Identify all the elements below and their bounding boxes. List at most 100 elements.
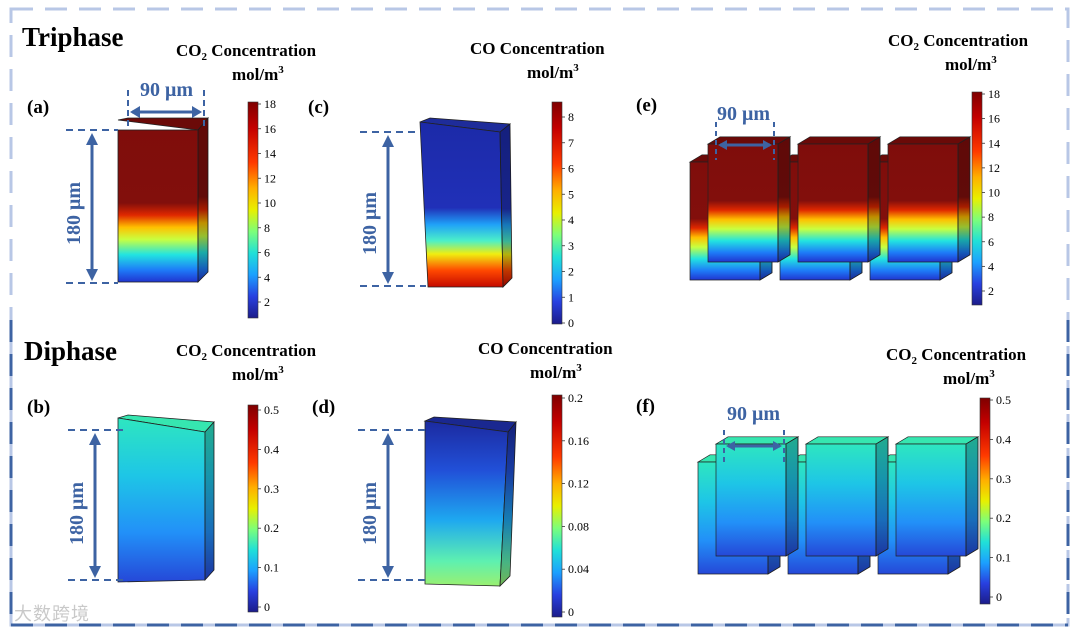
colorbar-tick-label: 18 — [264, 97, 276, 111]
colorbar-tick-label: 10 — [264, 196, 276, 210]
colorbar-tick-label: 0.3 — [996, 472, 1011, 486]
array-block-side-shade — [867, 136, 881, 263]
panel-label-c: (c) — [308, 97, 329, 118]
colorbar-tick-label: 16 — [988, 112, 1000, 126]
dim-e-width-arrowhead-left — [718, 140, 727, 150]
colorbar-tick-label: 2 — [264, 295, 270, 309]
array-block-top — [886, 136, 972, 145]
dim-c-height-arrowhead-bottom — [382, 272, 394, 284]
colorbar-b — [247, 404, 259, 613]
colorbar-units-b: mol/m3 — [232, 364, 284, 384]
colorbar-tick-label: 18 — [988, 87, 1000, 101]
colorbar-units-e: mol/m3 — [945, 54, 997, 74]
colorbar-units-c: mol/m3 — [527, 62, 579, 82]
colorbar-tick-label: 0 — [996, 590, 1002, 604]
colorbar-f — [979, 397, 991, 605]
block-c-front — [419, 121, 504, 288]
colorbar-tick-label: 0.1 — [264, 561, 279, 575]
colorbar-tick-label: 5 — [568, 187, 574, 201]
colorbar-units-f: mol/m3 — [943, 368, 995, 388]
colorbar-tick-label: 0.04 — [568, 562, 589, 576]
panel-c: (c) CO Concentration mol/m3 180 μm 8 7 6 5 4… — [308, 39, 605, 330]
colorbar-tick-label: 0.5 — [264, 403, 279, 417]
colorbar-title-a: CO2 Concentration — [176, 41, 317, 63]
block-array-e — [688, 136, 972, 281]
dim-c-height-arrowhead-top — [382, 135, 394, 147]
dim-d-height-label: 180 μm — [359, 482, 381, 545]
colorbar-tick-label: 4 — [264, 270, 270, 284]
colorbar-title-f: CO2 Concentration — [886, 345, 1027, 367]
array-block-front — [707, 143, 779, 263]
dim-d-height-arrowhead-bottom — [382, 566, 394, 578]
colorbar-tick-label: 0.3 — [264, 482, 279, 496]
array-block-front — [805, 443, 877, 557]
colorbar-tick-label: 0.1 — [996, 551, 1011, 565]
block-d-front — [424, 420, 509, 587]
dim-e-width-label: 90 μm — [717, 103, 770, 125]
dim-b-height-arrowhead-bottom — [89, 566, 101, 578]
panel-d: (d) CO Concentration mol/m3 180 μm 0.20.… — [312, 339, 613, 619]
colorbar-a-ticks: 18 16 14 12 10 8 6 4 2 — [258, 97, 276, 309]
dim-c-height-label: 180 μm — [359, 192, 381, 255]
array-block-side-shade — [785, 436, 799, 557]
section-title-diphase: Diphase — [24, 336, 117, 366]
colorbar-c-ticks: 8 7 6 5 4 3 2 1 0 — [562, 110, 574, 330]
array-block-side-shade — [777, 136, 791, 263]
block-d-side-shade — [500, 422, 516, 586]
colorbar-tick-label: 14 — [988, 136, 1000, 150]
block-array-f — [696, 436, 980, 575]
dim-a-width-label: 90 μm — [140, 79, 193, 101]
block-a-front — [117, 129, 199, 283]
panel-label-a: (a) — [27, 97, 49, 118]
colorbar-units-d: mol/m3 — [530, 362, 582, 382]
colorbar-f-ticks: 0.5 0.4 0.3 0.2 0.1 0 — [990, 393, 1011, 604]
colorbar-tick-label: 7 — [568, 136, 574, 150]
colorbar-title-e: CO2 Concentration — [888, 31, 1029, 53]
colorbar-title-b: CO2 Concentration — [176, 341, 317, 363]
dim-a-height-arrowhead-bottom — [86, 269, 98, 281]
colorbar-tick-label: 0.16 — [568, 434, 589, 448]
colorbar-title-c: CO Concentration — [470, 39, 605, 58]
block-b-side — [204, 420, 215, 582]
dim-f-width-arrowhead-right — [773, 441, 782, 451]
panel-e: (e) CO2 Concentration mol/m3 90 μm 18 16 1… — [636, 31, 1029, 306]
colorbar-tick-label: 6 — [988, 235, 994, 249]
colorbar-tick-label: 0.4 — [996, 432, 1011, 446]
dim-d-height-arrowhead-top — [382, 433, 394, 445]
dim-a-width-arrowhead-right — [192, 106, 202, 118]
dim-f-width-arrowhead-left — [726, 441, 735, 451]
dim-b-height-arrowhead-top — [89, 433, 101, 445]
colorbar-a — [247, 101, 259, 319]
colorbar-tick-label: 8 — [988, 210, 994, 224]
dim-a-width-arrowhead-left — [130, 106, 140, 118]
watermark: 大数跨境 — [14, 604, 90, 625]
block-c-side-shade — [500, 124, 512, 287]
colorbar-tick-label: 12 — [988, 161, 1000, 175]
panel-label-b: (b) — [27, 397, 50, 418]
array-block-top — [804, 436, 890, 445]
colorbar-tick-label: 2 — [988, 284, 994, 298]
colorbar-tick-label: 16 — [264, 122, 276, 136]
dim-f-width-label: 90 μm — [727, 403, 780, 425]
colorbar-tick-label: 0 — [264, 600, 270, 614]
array-block-front — [797, 143, 869, 263]
panel-label-d: (d) — [312, 397, 335, 418]
array-block-front — [895, 443, 967, 557]
array-block-top — [796, 136, 882, 145]
colorbar-e-ticks: 18 16 14 12 10 8 6 4 2 — [982, 87, 1000, 298]
dim-a-height-label: 180 μm — [63, 182, 85, 245]
dim-e-width-arrowhead-right — [763, 140, 772, 150]
array-block-side-shade — [957, 136, 971, 263]
colorbar-tick-label: 0.5 — [996, 393, 1011, 407]
panel-a: (a) CO2 Concentration mol/m3 90 μm 180 μ… — [27, 41, 317, 319]
panel-label-e: (e) — [636, 95, 657, 116]
array-block-top — [894, 436, 980, 445]
array-block-top — [706, 136, 792, 145]
colorbar-tick-label: 0.2 — [264, 521, 279, 535]
array-block-side-shade — [965, 436, 979, 557]
colorbar-tick-label: 2 — [568, 265, 574, 279]
colorbar-tick-label: 4 — [568, 213, 574, 227]
dim-b-height-label: 180 μm — [66, 482, 88, 545]
colorbar-tick-label: 8 — [568, 110, 574, 124]
colorbar-c — [551, 101, 563, 325]
